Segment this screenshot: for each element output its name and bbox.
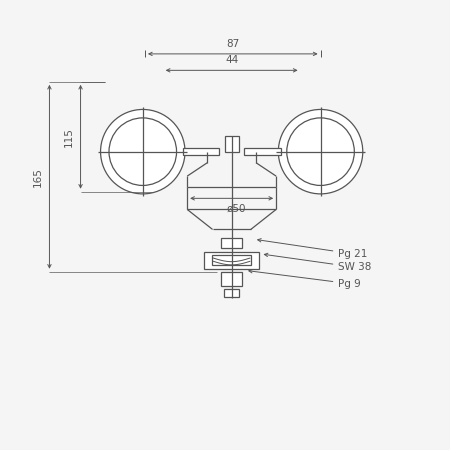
Bar bbox=[204, 252, 259, 269]
Text: Pg 9: Pg 9 bbox=[249, 270, 361, 288]
Circle shape bbox=[279, 109, 363, 194]
Text: ø50: ø50 bbox=[226, 204, 246, 214]
Bar bbox=[212, 255, 251, 265]
Text: Pg 21: Pg 21 bbox=[258, 238, 368, 259]
Circle shape bbox=[109, 118, 176, 185]
Text: 44: 44 bbox=[225, 55, 238, 65]
Bar bbox=[183, 148, 219, 155]
Bar bbox=[221, 238, 242, 248]
Circle shape bbox=[100, 109, 185, 194]
Bar bbox=[225, 136, 239, 152]
Text: 165: 165 bbox=[33, 167, 43, 187]
Bar bbox=[224, 288, 239, 297]
Circle shape bbox=[287, 118, 354, 185]
Text: SW 38: SW 38 bbox=[265, 253, 372, 272]
Text: 115: 115 bbox=[64, 127, 74, 147]
Bar bbox=[221, 272, 242, 286]
Text: 87: 87 bbox=[226, 39, 239, 49]
Bar bbox=[244, 148, 280, 155]
